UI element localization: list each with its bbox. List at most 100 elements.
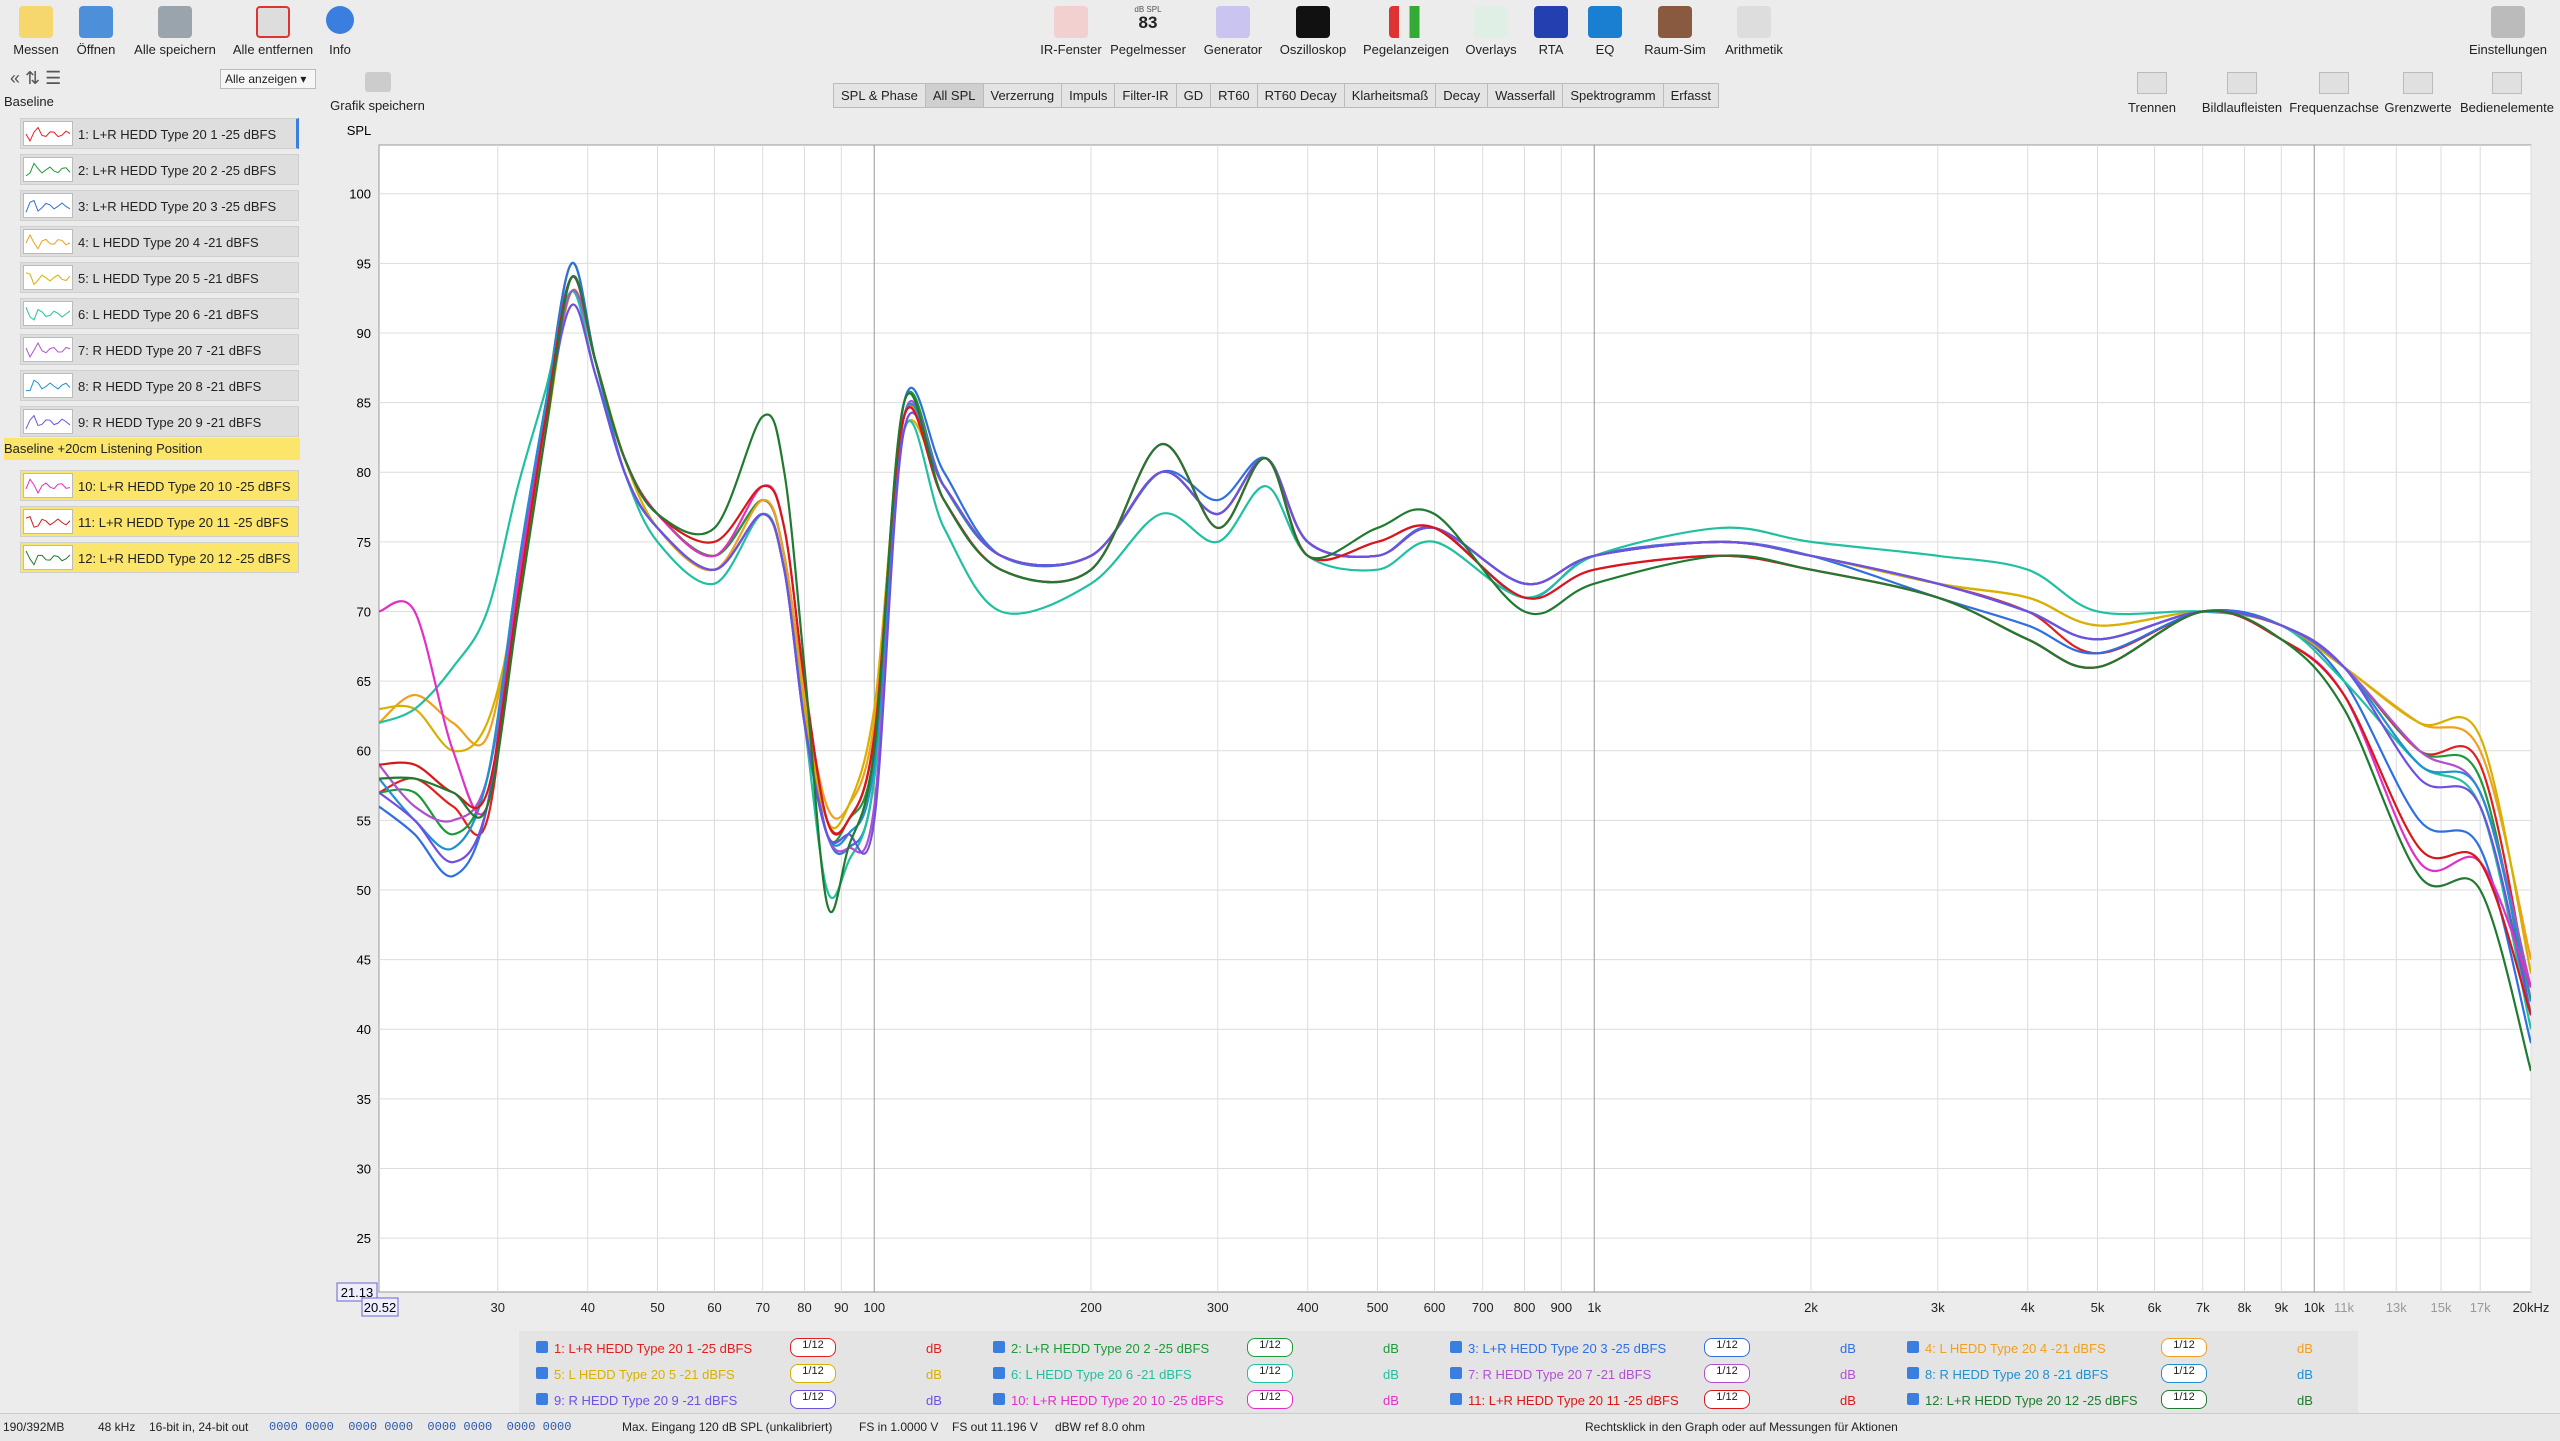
y-tick-label: 90 — [357, 326, 371, 341]
tab[interactable]: GD — [1175, 83, 1212, 108]
tool-open[interactable]: Öffnen — [41, 6, 151, 57]
tool-remove-all[interactable]: Alle entfernen — [218, 6, 328, 57]
measurement-item[interactable]: 11: L+R HEDD Type 20 11 -25 dBFS — [20, 506, 299, 537]
y-tick-label: 25 — [357, 1231, 371, 1246]
tool-rta[interactable]: RTA — [1496, 6, 1606, 57]
tab[interactable]: All SPL — [924, 83, 984, 108]
measurement-item[interactable]: 3: L+R HEDD Type 20 3 -25 dBFS — [20, 190, 299, 221]
dropdown-label: Alle anzeigen — [225, 72, 298, 86]
legend-name[interactable]: 6: L HEDD Type 20 6 -21 dBFS — [1011, 1367, 1192, 1382]
tab[interactable]: Decay — [1435, 83, 1489, 108]
tool-generator[interactable]: Generator — [1178, 6, 1288, 57]
tab[interactable]: RT60 — [1210, 83, 1258, 108]
legend-smoothing[interactable]: 1/12 — [1704, 1338, 1750, 1357]
tool-room-sim[interactable]: Raum-Sim — [1620, 6, 1730, 57]
thumbnail-line — [25, 272, 71, 286]
thumbnail — [25, 379, 71, 392]
legend-smoothing[interactable]: 1/12 — [790, 1390, 836, 1409]
legend-name[interactable]: 7: R HEDD Type 20 7 -21 dBFS — [1468, 1367, 1652, 1382]
legend-smoothing[interactable]: 1/12 — [2161, 1390, 2207, 1409]
tool-spl-meter[interactable]: dB SPL 83 Pegelmesser — [1093, 6, 1203, 58]
tool-messen[interactable]: Messen — [0, 6, 91, 57]
measurement-item[interactable]: 10: L+R HEDD Type 20 10 -25 dBFS — [20, 470, 299, 501]
measurement-item[interactable]: 7: R HEDD Type 20 7 -21 dBFS — [20, 334, 299, 365]
measurement-item[interactable]: 12: L+R HEDD Type 20 12 -25 dBFS — [20, 542, 299, 573]
y-tick-label: 60 — [357, 744, 371, 759]
tab[interactable]: Erfasst — [1662, 83, 1720, 108]
tab[interactable]: Spektrogramm — [1562, 83, 1664, 108]
legend-name[interactable]: 8: R HEDD Type 20 8 -21 dBFS — [1925, 1367, 2109, 1382]
show-dropdown[interactable]: Alle anzeigen ▾ — [220, 69, 316, 89]
legend-smoothing[interactable]: 1/12 — [1704, 1364, 1750, 1383]
graph-tool[interactable]: Trennen — [2102, 72, 2202, 115]
y-tick-label: 80 — [357, 465, 371, 480]
legend-checkbox[interactable] — [536, 1341, 548, 1353]
measurement-item[interactable]: 1: L+R HEDD Type 20 1 -25 dBFS — [20, 118, 299, 149]
measurement-item[interactable]: 2: L+R HEDD Type 20 2 -25 dBFS — [20, 154, 299, 185]
legend-checkbox[interactable] — [993, 1367, 1005, 1379]
tab[interactable]: SPL & Phase — [833, 83, 926, 108]
legend-smoothing[interactable]: 1/12 — [790, 1338, 836, 1357]
legend-name[interactable]: 1: L+R HEDD Type 20 1 -25 dBFS — [554, 1341, 753, 1356]
sidebar-controls[interactable]: « ⇅ ☰ — [10, 68, 62, 88]
measurement-item[interactable]: 4: L HEDD Type 20 4 -21 dBFS — [20, 226, 299, 257]
tool-eq[interactable]: EQ — [1550, 6, 1660, 57]
legend-checkbox[interactable] — [1907, 1393, 1919, 1405]
legend-checkbox[interactable] — [1450, 1393, 1462, 1405]
status-text: Max. Eingang 120 dB SPL (unkalibriert) — [622, 1420, 833, 1434]
legend-name[interactable]: 4: L HEDD Type 20 4 -21 dBFS — [1925, 1341, 2106, 1356]
tool-save-all[interactable]: Alle speichern — [120, 6, 230, 57]
thumbnail — [25, 478, 71, 495]
tool-label: Generator — [1203, 42, 1263, 57]
graph-tool[interactable]: Frequenzachse — [2284, 72, 2384, 115]
legend-checkbox[interactable] — [1450, 1367, 1462, 1379]
legend-checkbox[interactable] — [993, 1341, 1005, 1353]
legend-smoothing[interactable]: 1/12 — [1704, 1390, 1750, 1409]
measurement-item[interactable]: 6: L HEDD Type 20 6 -21 dBFS — [20, 298, 299, 329]
tab[interactable]: RT60 Decay — [1256, 83, 1345, 108]
save-graph[interactable]: Grafik speichern — [330, 72, 425, 113]
legend-checkbox[interactable] — [1907, 1341, 1919, 1353]
legend-smoothing[interactable]: 1/12 — [1247, 1390, 1293, 1409]
legend-checkbox[interactable] — [993, 1393, 1005, 1405]
legend-name[interactable]: 2: L+R HEDD Type 20 2 -25 dBFS — [1011, 1341, 1210, 1356]
tool-info[interactable]: Info — [285, 6, 395, 57]
legend-unit: dB — [1840, 1341, 1856, 1356]
tool-label: Pegelanzeigen — [1362, 42, 1450, 57]
legend-checkbox[interactable] — [536, 1393, 548, 1405]
legend-smoothing[interactable]: 1/12 — [2161, 1338, 2207, 1357]
group-header[interactable]: Baseline +20cm Listening Position — [4, 438, 300, 460]
measurement-item[interactable]: 8: R HEDD Type 20 8 -21 dBFS — [20, 370, 299, 401]
tab[interactable]: Impuls — [1061, 83, 1116, 108]
measurement-item[interactable]: 5: L HEDD Type 20 5 -21 dBFS — [20, 262, 299, 293]
legend-name[interactable]: 11: L+R HEDD Type 20 11 -25 dBFS — [1468, 1393, 1679, 1408]
legend-smoothing[interactable]: 1/12 — [2161, 1364, 2207, 1383]
legend-name[interactable]: 9: R HEDD Type 20 9 -21 dBFS — [554, 1393, 738, 1408]
tool-levels[interactable]: Pegelanzeigen — [1351, 6, 1461, 57]
tab[interactable]: Verzerrung — [982, 83, 1063, 108]
measurement-item[interactable]: 9: R HEDD Type 20 9 -21 dBFS — [20, 406, 299, 437]
legend-smoothing[interactable]: 1/12 — [1247, 1364, 1293, 1383]
legend-name[interactable]: 10: L+R HEDD Type 20 10 -25 dBFS — [1011, 1393, 1224, 1408]
legend-checkbox[interactable] — [1907, 1367, 1919, 1379]
tab[interactable]: Klarheitsmaß — [1343, 83, 1437, 108]
legend-name[interactable]: 5: L HEDD Type 20 5 -21 dBFS — [554, 1367, 735, 1382]
graph-tool[interactable]: Grenzwerte — [2368, 72, 2468, 115]
group-header[interactable]: Baseline — [4, 94, 54, 109]
tool-scope[interactable]: Oszilloskop — [1258, 6, 1368, 57]
graph-tool[interactable]: Bildlaufleisten — [2192, 72, 2292, 115]
tool-settings[interactable]: Einstellungen — [2453, 6, 2560, 57]
legend-checkbox[interactable] — [1450, 1341, 1462, 1353]
legend-smoothing[interactable]: 1/12 — [1247, 1338, 1293, 1357]
graph-tool[interactable]: Bedienelemente — [2457, 72, 2557, 115]
legend-checkbox[interactable] — [536, 1367, 548, 1379]
tool-arithmetic[interactable]: Arithmetik — [1699, 6, 1809, 57]
tab[interactable]: Filter-IR — [1114, 83, 1177, 108]
x-tick-label: 70 — [755, 1300, 769, 1315]
legend-name[interactable]: 3: L+R HEDD Type 20 3 -25 dBFS — [1468, 1341, 1667, 1356]
tool-overlays[interactable]: Overlays — [1436, 6, 1546, 57]
legend-smoothing[interactable]: 1/12 — [790, 1364, 836, 1383]
legend-name[interactable]: 12: L+R HEDD Type 20 12 -25 dBFS — [1925, 1393, 2138, 1408]
tool-ir[interactable]: IR-Fenster — [1016, 6, 1126, 57]
tab[interactable]: Wasserfall — [1487, 83, 1564, 108]
